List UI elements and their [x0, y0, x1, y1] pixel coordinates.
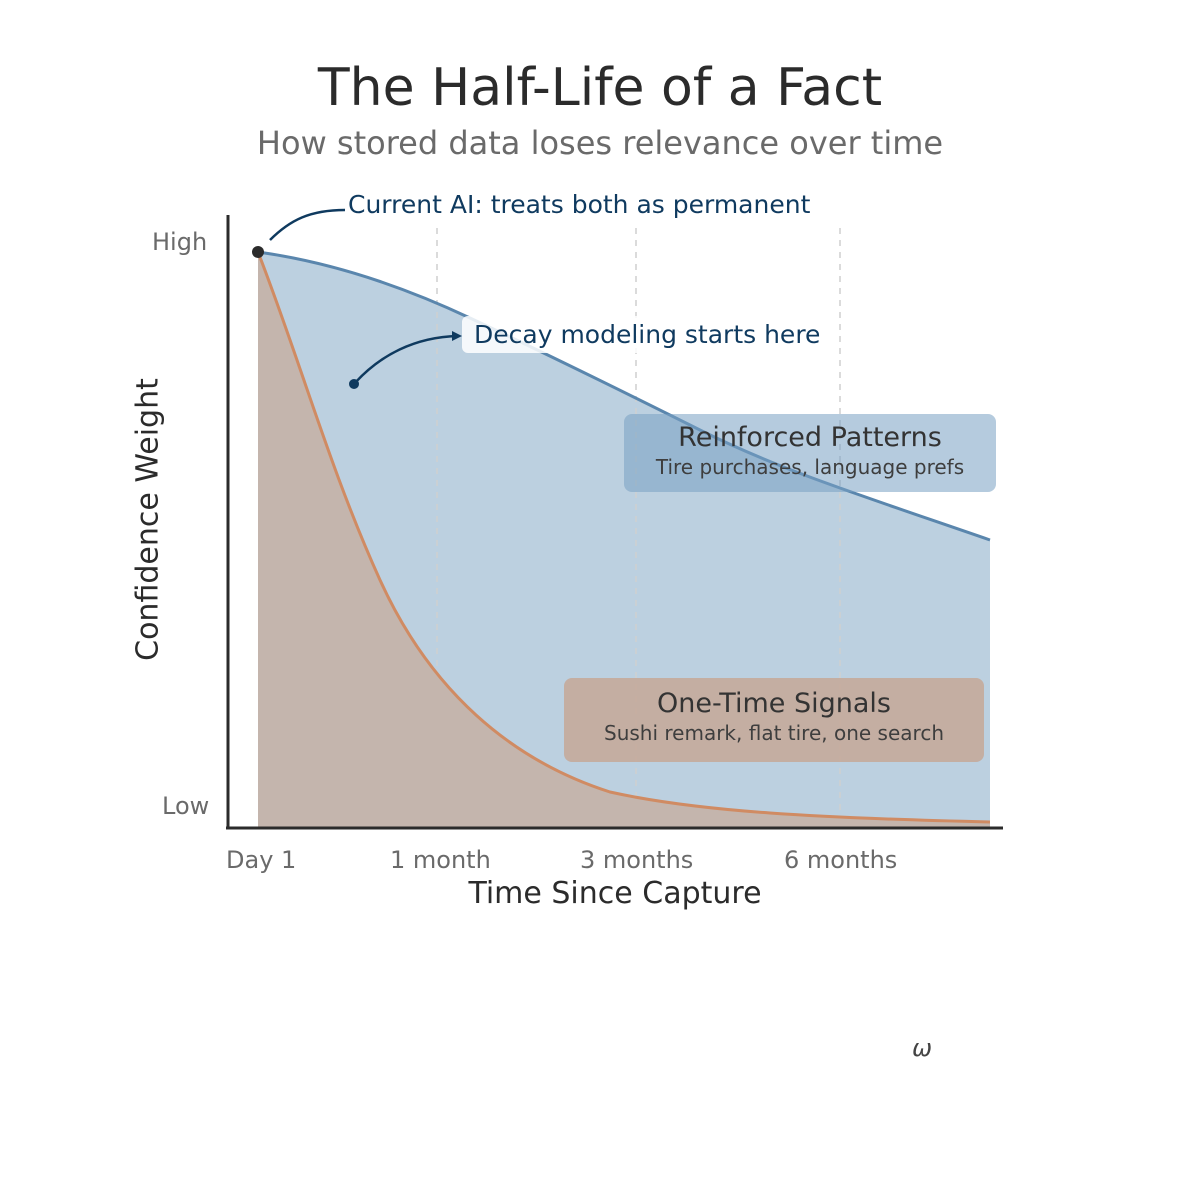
chart-subtitle: How stored data loses relevance over tim…	[256, 124, 944, 162]
y-tick-high: High	[152, 228, 208, 256]
x-tick-1month: 1 month	[390, 846, 491, 874]
chart-title: The Half-Life of a Fact	[317, 58, 883, 118]
arrowhead-icon	[452, 331, 462, 341]
annotation-current-ai: Current AI: treats both as permanent	[348, 190, 811, 219]
one-time-subtitle: Sushi remark, flat tire, one search	[604, 721, 944, 745]
x-tick-6months: 6 months	[784, 846, 898, 874]
x-axis-label: Time Since Capture	[468, 876, 762, 911]
reinforced-subtitle: Tire purchases, language prefs	[655, 455, 965, 479]
start-point	[252, 246, 264, 258]
y-tick-low: Low	[162, 792, 210, 820]
signature-logo-icon: ω	[912, 1034, 933, 1062]
y-axis-label: Confidence Weight	[130, 378, 166, 661]
one-time-title: One-Time Signals	[657, 688, 891, 719]
one-time-line	[256, 251, 991, 824]
reinforced-patterns-box: Reinforced Patterns Tire purchases, lang…	[624, 414, 996, 492]
decay-arrow	[353, 334, 459, 385]
reinforced-title: Reinforced Patterns	[678, 422, 942, 453]
x-tick-3months: 3 months	[580, 846, 694, 874]
x-tick-day1: Day 1	[226, 846, 297, 874]
current-ai-connector	[269, 208, 346, 241]
one-time-signals-box: One-Time Signals Sushi remark, flat tire…	[564, 678, 984, 762]
annotation-decay-start: Decay modeling starts here	[462, 316, 833, 353]
one-time-area	[258, 252, 990, 828]
